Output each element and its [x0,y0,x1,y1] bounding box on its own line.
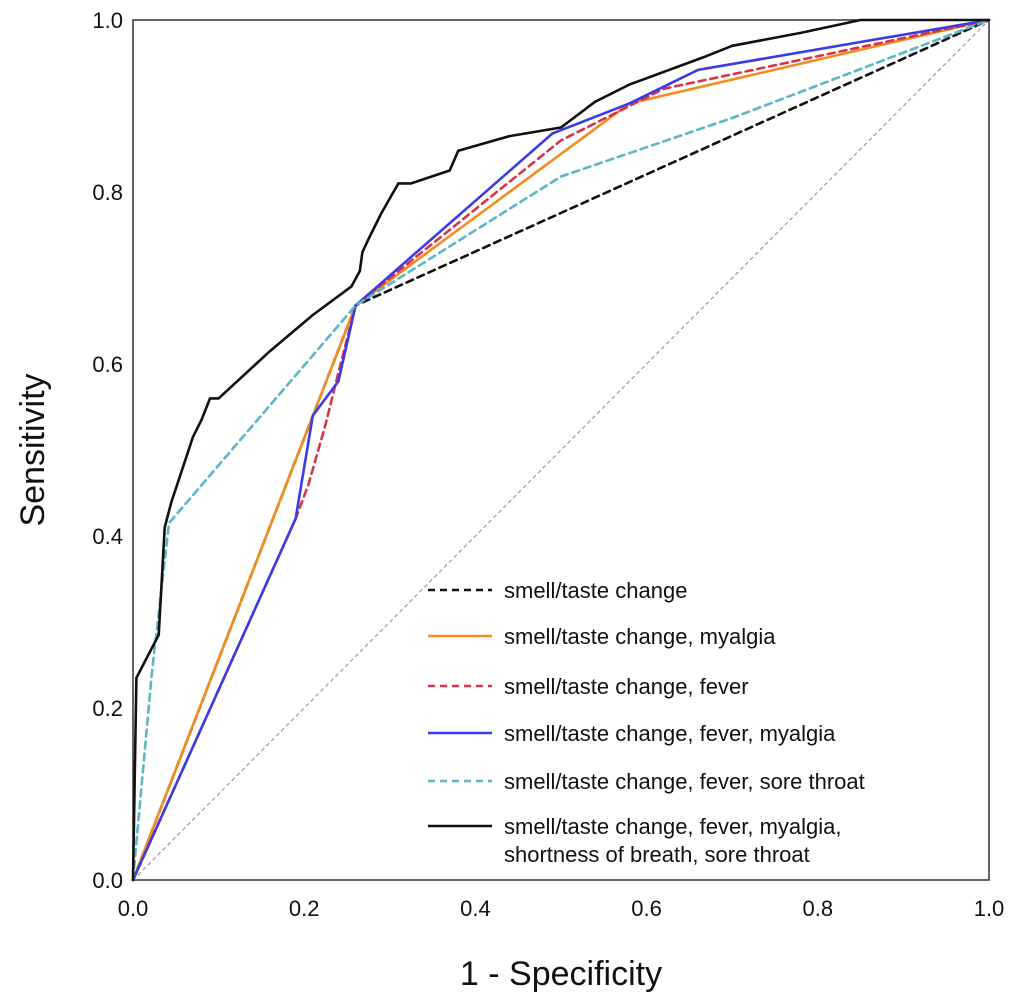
legend-label-6: smell/taste change, fever, myalgia, short… [504,814,842,867]
y-tick-label: 0.8 [92,180,123,205]
y-tick-label: 1.0 [92,8,123,33]
series-line-6 [131,18,991,882]
series-line-3 [131,18,991,882]
series-line-4 [131,18,991,882]
legend-label-2: smell/taste change, myalgia [504,624,776,649]
x-tick-label: 0.6 [631,896,662,921]
x-axis-title: 1 - Specificity [460,955,662,993]
y-tick-label: 0.0 [92,868,123,893]
series-line-2 [131,18,991,882]
reference-diagonal-layer [132,19,990,881]
plot-frame [132,19,990,881]
x-tick-label: 0.0 [118,896,149,921]
y-tick-label: 0.2 [92,696,123,721]
series-layer [131,18,991,882]
legend-label-4: smell/taste change, fever, myalgia [504,721,836,746]
y-axis-title: Sensitivity [14,373,52,526]
legend: smell/taste change smell/taste change, my… [428,578,865,867]
y-tick-labels: 0.0 0.2 0.4 0.6 0.8 1.0 [92,8,123,893]
x-tick-labels: 0.0 0.2 0.4 0.6 0.8 1.0 [118,896,1005,921]
series-line-5 [131,18,991,882]
reference-diagonal-line [132,19,990,881]
legend-label-5: smell/taste change, fever, sore throat [504,769,865,794]
y-tick-label: 0.4 [92,524,123,549]
x-tick-label: 0.8 [803,896,834,921]
y-tick-label: 0.6 [92,352,123,377]
x-tick-label: 0.4 [460,896,491,921]
x-tick-label: 0.2 [289,896,320,921]
legend-label-3: smell/taste change, fever [504,674,749,699]
legend-label-1: smell/taste change [504,578,687,603]
x-tick-label: 1.0 [974,896,1005,921]
